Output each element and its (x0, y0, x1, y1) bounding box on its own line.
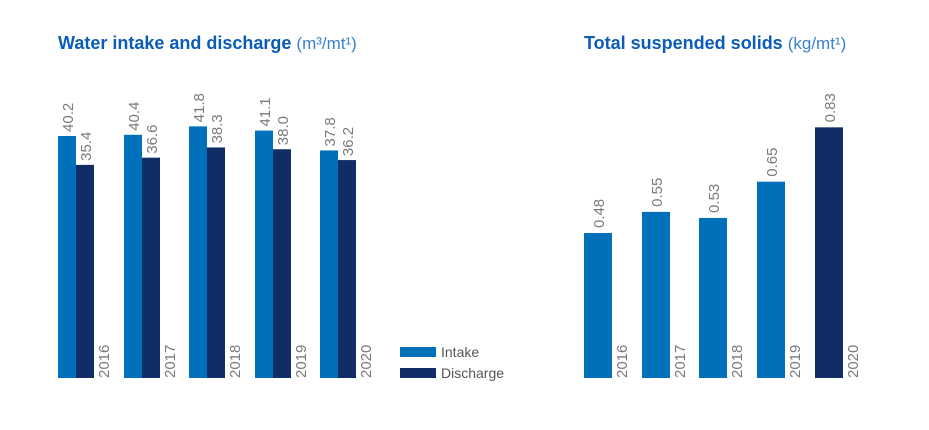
discharge-value-label-2019: 38.0 (275, 116, 292, 145)
tss-value-label-2020: 0.83 (822, 93, 839, 122)
legend-label-discharge: Discharge (441, 365, 504, 381)
legend-swatch-intake (400, 347, 436, 357)
tss-value-label-2018: 0.53 (706, 184, 723, 213)
intake-value-label-2018: 41.8 (191, 93, 208, 122)
tss-year-label-2018: 2018 (729, 345, 746, 378)
tss-year-label-2016: 2016 (614, 345, 631, 378)
legend-swatch-discharge (400, 368, 436, 378)
intake-value-label-2020: 37.8 (322, 117, 339, 146)
discharge-bar-2019 (273, 149, 291, 378)
intake-value-label-2016: 40.2 (60, 103, 77, 132)
water-chart-title-text: Water intake and discharge (58, 33, 292, 53)
discharge-value-label-2018: 38.3 (209, 114, 226, 143)
discharge-bar-2018 (207, 147, 225, 378)
intake-value-label-2019: 41.1 (257, 97, 274, 126)
tss-bar-2017 (642, 211, 670, 378)
discharge-bar-2017 (142, 157, 160, 378)
intake-bar-2019 (255, 130, 273, 378)
water-chart-title: Water intake and discharge (m³/mt¹) (58, 33, 357, 54)
intake-bar-2017 (124, 134, 142, 378)
tss-year-label-2019: 2019 (787, 345, 804, 378)
water-year-label-2020: 2020 (358, 345, 375, 378)
tss-bar-2016 (584, 233, 612, 378)
tss-year-label-2020: 2020 (845, 345, 862, 378)
tss-value-label-2016: 0.48 (591, 199, 608, 228)
discharge-value-label-2017: 36.6 (144, 124, 161, 153)
tss-value-label-2019: 0.65 (764, 147, 781, 176)
water-year-label-2018: 2018 (227, 345, 244, 378)
tss-chart-unit: (kg/mt¹) (787, 34, 847, 53)
tss-chart-title-text: Total suspended solids (584, 33, 783, 53)
water-chart-unit: (m³/mt¹) (296, 34, 357, 53)
legend-label-intake: Intake (441, 344, 479, 360)
tss-value-label-2017: 0.55 (649, 178, 666, 207)
tss-bar-2019 (757, 181, 785, 378)
water-year-label-2016: 2016 (96, 345, 113, 378)
discharge-value-label-2020: 36.2 (340, 127, 357, 156)
discharge-value-label-2016: 35.4 (78, 132, 95, 161)
discharge-bar-2016 (76, 164, 94, 378)
tss-bar-2020 (815, 127, 843, 378)
intake-bar-2020 (320, 150, 338, 378)
tss-chart-title: Total suspended solids (kg/mt¹) (584, 33, 846, 54)
intake-value-label-2017: 40.4 (126, 102, 143, 131)
tss-year-label-2017: 2017 (672, 345, 689, 378)
discharge-bar-2020 (338, 160, 356, 378)
water-year-label-2017: 2017 (162, 345, 179, 378)
intake-bar-2018 (189, 126, 207, 378)
water-year-label-2019: 2019 (293, 345, 310, 378)
intake-bar-2016 (58, 135, 76, 378)
tss-bar-2018 (699, 217, 727, 378)
